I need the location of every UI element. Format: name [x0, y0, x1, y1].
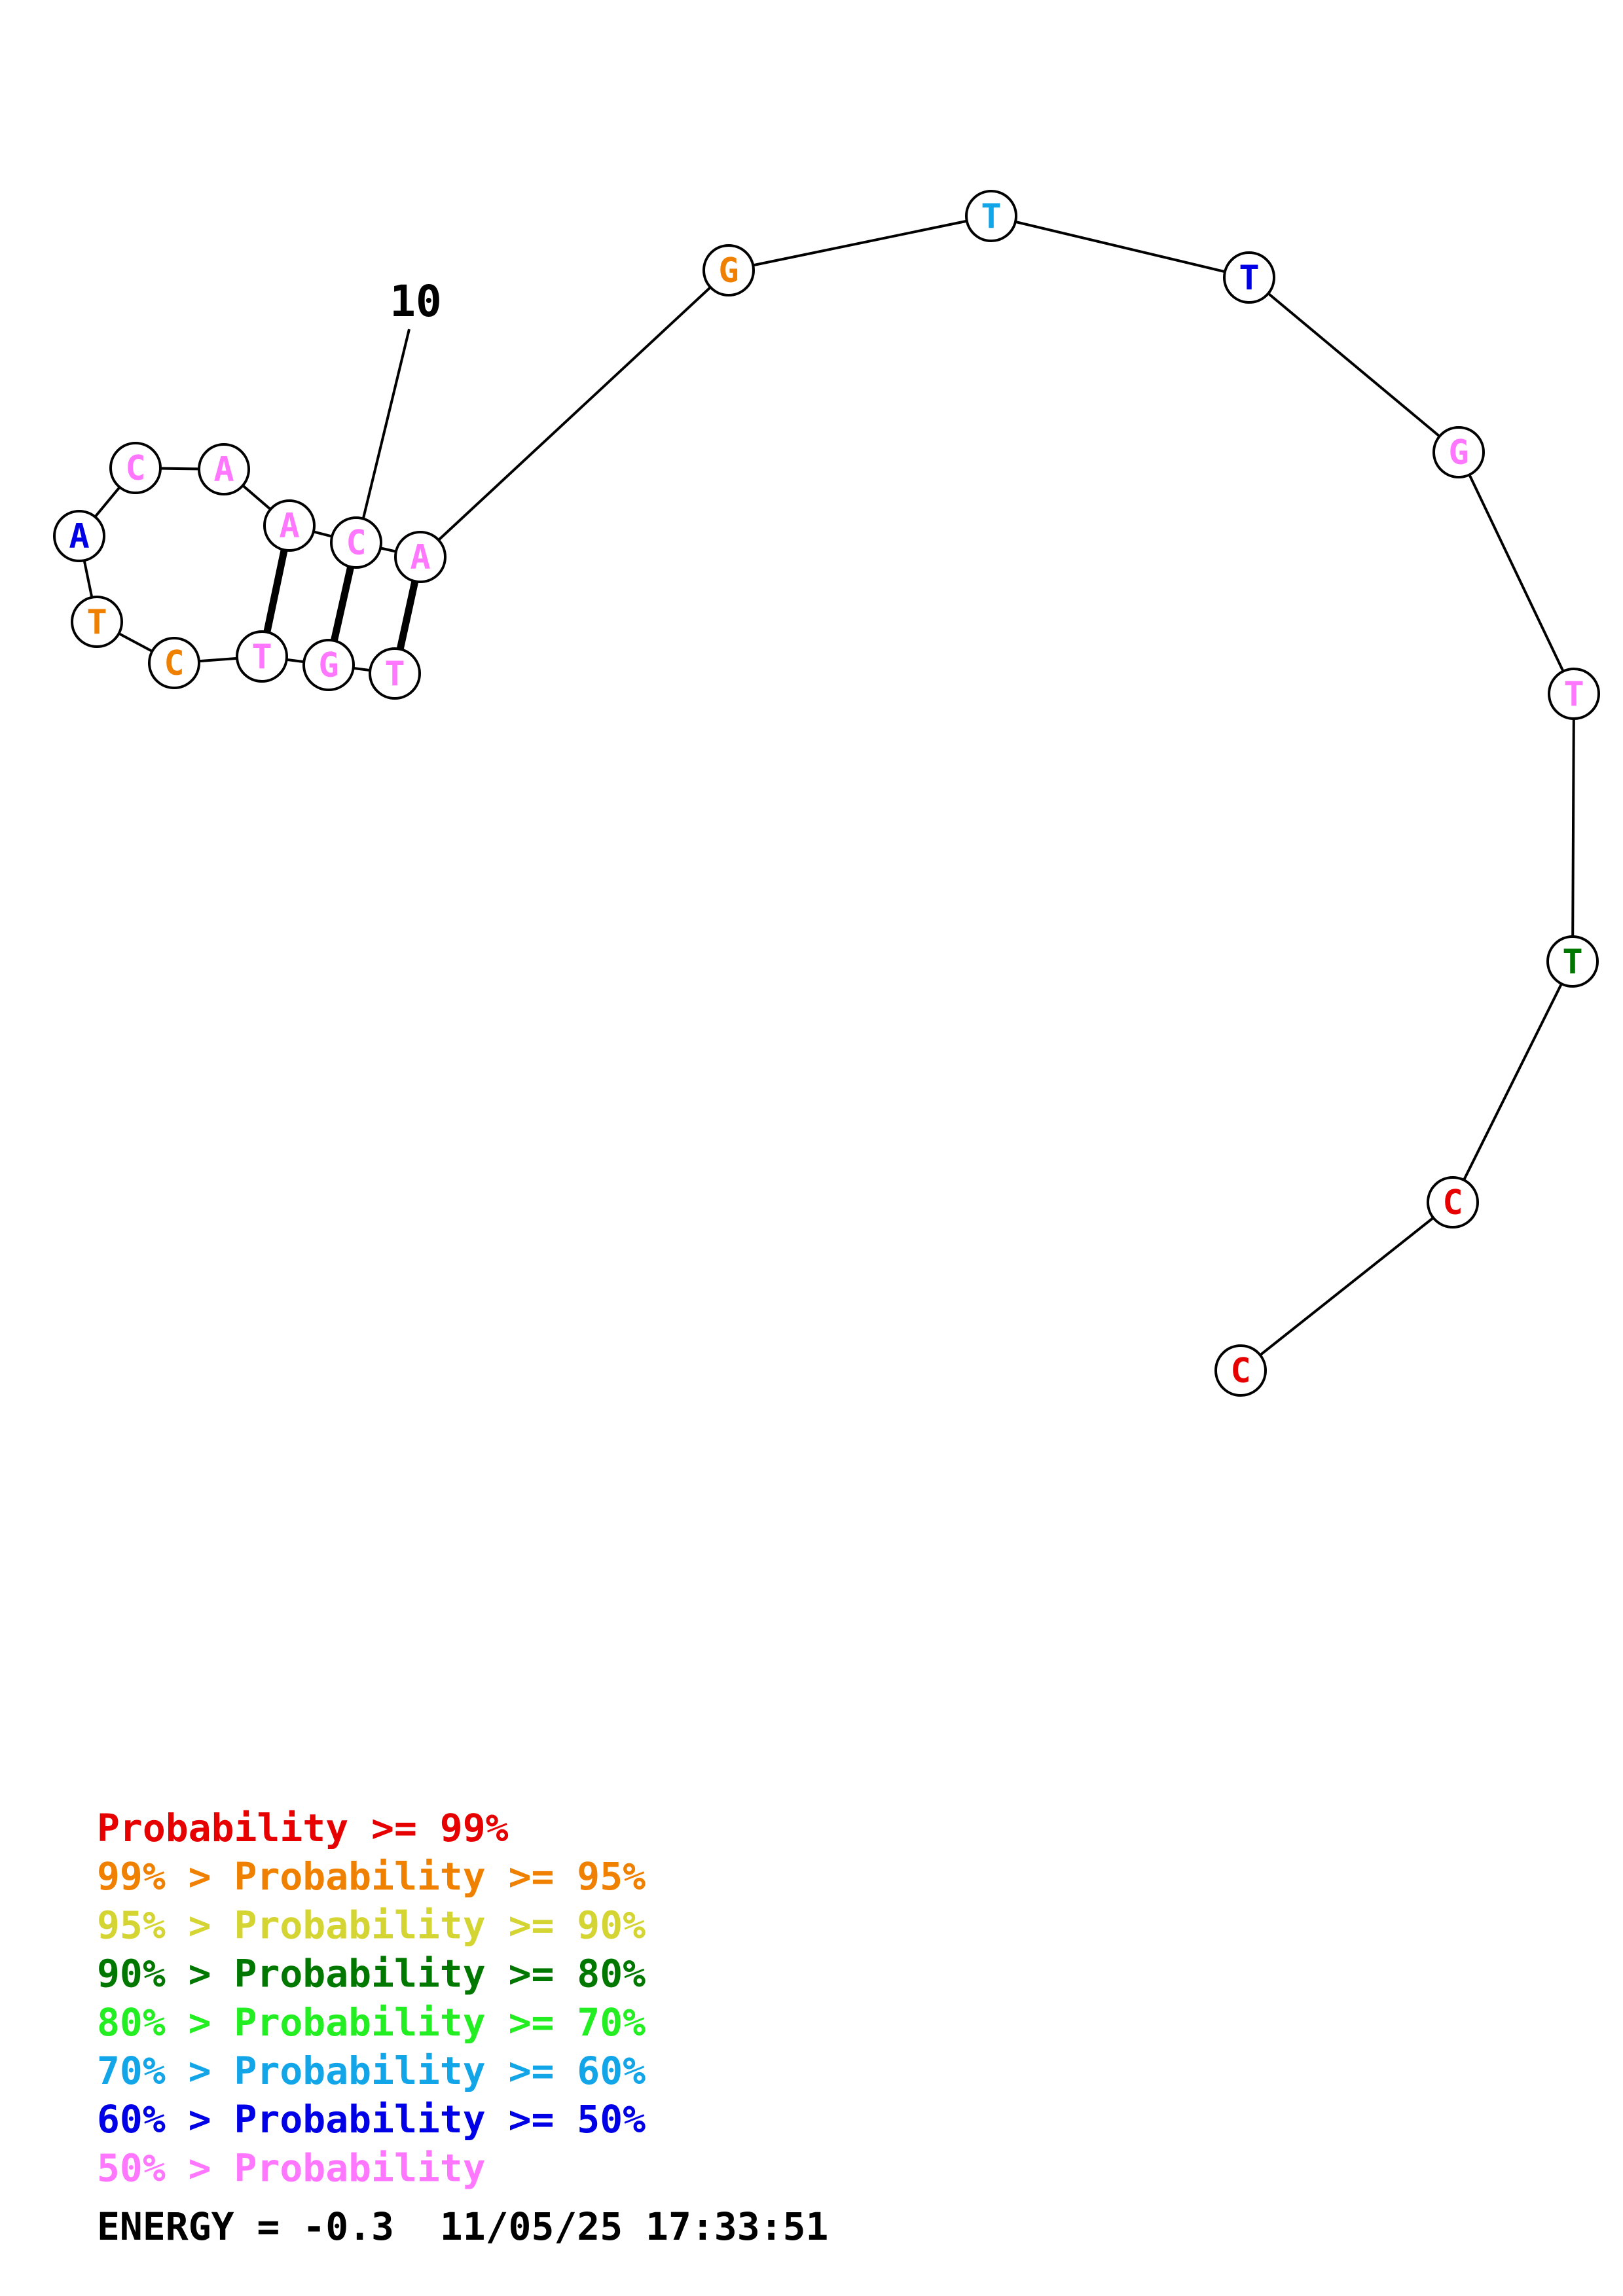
nucleotide-12: G: [702, 244, 755, 296]
nucleotide-circle: [394, 531, 447, 583]
nucleotide-letter: G: [318, 646, 338, 685]
nucleotide-circle: [369, 647, 421, 700]
nucleotide-circle: [965, 190, 1017, 242]
probability-legend: Probability >= 99%99% > Probability >= 9…: [97, 1806, 646, 2190]
nucleotide-10: C: [330, 516, 382, 569]
backbone-segment: [728, 215, 992, 272]
nucleotide-circle: [1546, 935, 1599, 988]
nucleotide-letter: C: [125, 449, 145, 488]
nucleotide-circle: [302, 639, 355, 691]
nucleotide-8: A: [198, 443, 250, 495]
backbone-segment: [1248, 276, 1460, 454]
nucleotide-9: A: [263, 499, 316, 552]
nucleotide-16: T: [1548, 668, 1600, 720]
nucleotide-circle: [1214, 1344, 1267, 1397]
nucleotide-letter: T: [1562, 942, 1582, 982]
backbone-segment: [1239, 1201, 1454, 1372]
nucleotide-2: G: [302, 639, 355, 691]
nucleotide-circle: [71, 596, 123, 648]
nucleotide-18: C: [1427, 1176, 1479, 1229]
nucleotide-circle: [109, 442, 162, 494]
nucleotide-letter: C: [1230, 1352, 1250, 1391]
nucleotide-letter: A: [213, 450, 234, 490]
backbone-segment: [419, 269, 730, 558]
nucleotide-11: A: [394, 531, 447, 583]
legend-entry: 95% > Probability >= 90%: [97, 1903, 646, 1947]
index-label-tick: [360, 329, 410, 527]
backbone-segment: [991, 215, 1250, 279]
nucleotide-letter: G: [718, 251, 739, 291]
backbone-segment: [1457, 452, 1575, 694]
legend-entry: 99% > Probability >= 95%: [97, 1854, 646, 1899]
nucleotide-17: T: [1546, 935, 1599, 988]
nucleotide-circle: [148, 637, 200, 689]
nucleotide-4: C: [148, 637, 200, 689]
nucleotide-letter: T: [86, 603, 107, 642]
nucleotide-6: A: [53, 510, 105, 562]
nucleotide-letter: A: [279, 507, 299, 546]
nucleotide-14: T: [1223, 251, 1275, 304]
nucleotide-15: G: [1432, 426, 1485, 478]
nucleotide-letter: C: [164, 644, 184, 683]
nucleotide-letter: T: [251, 637, 272, 677]
nucleotide-letter: A: [69, 517, 89, 556]
nucleotide-circle: [263, 499, 316, 552]
nucleotide-13: T: [965, 190, 1017, 242]
legend-entry: 80% > Probability >= 70%: [97, 2000, 646, 2045]
nucleotide-7: C: [109, 442, 162, 494]
legend-entry: Probability >= 99%: [97, 1806, 509, 1850]
nucleotide-circle: [702, 244, 755, 296]
nucleotide-letter: C: [346, 524, 366, 563]
nucleotide-circle: [53, 510, 105, 562]
nucleotide-letter: T: [384, 655, 405, 694]
legend-entry: 90% > Probability >= 80%: [97, 1952, 646, 1996]
legend-entry: 70% > Probability >= 60%: [97, 2049, 646, 2093]
nucleotide-letter: T: [981, 197, 1001, 236]
backbone-segment: [1451, 961, 1574, 1203]
nucleotide-letter: G: [1448, 433, 1468, 473]
nucleotide-circle: [236, 630, 288, 683]
nucleotide-circle: [1223, 251, 1275, 304]
legend-entry: 50% > Probability: [97, 2145, 486, 2190]
nucleotide-letter: A: [410, 538, 430, 577]
energy-line: ENERGY = -0.3 11/05/25 17:33:51: [97, 2204, 828, 2249]
nucleotide-19: C: [1214, 1344, 1267, 1397]
backbone-segment: [1571, 693, 1575, 962]
nucleotide-1: T: [369, 647, 421, 700]
index-label-10: 10: [390, 276, 441, 327]
nucleotide-letter: C: [1442, 1183, 1463, 1223]
nucleotide-circle: [1427, 1176, 1479, 1229]
nucleotide-3: T: [236, 630, 288, 683]
nucleotide-circle: [1432, 426, 1485, 478]
nucleotide-circle: [1548, 668, 1600, 720]
legend-entry: 60% > Probability >= 50%: [97, 2097, 646, 2142]
nucleotide-letter: T: [1239, 259, 1259, 298]
nucleotide-5: T: [71, 596, 123, 648]
nucleotide-letter: T: [1563, 675, 1584, 714]
nucleotide-circle: [330, 516, 382, 569]
nucleotide-circle: [198, 443, 250, 495]
backbone-lines: [78, 215, 1575, 1372]
